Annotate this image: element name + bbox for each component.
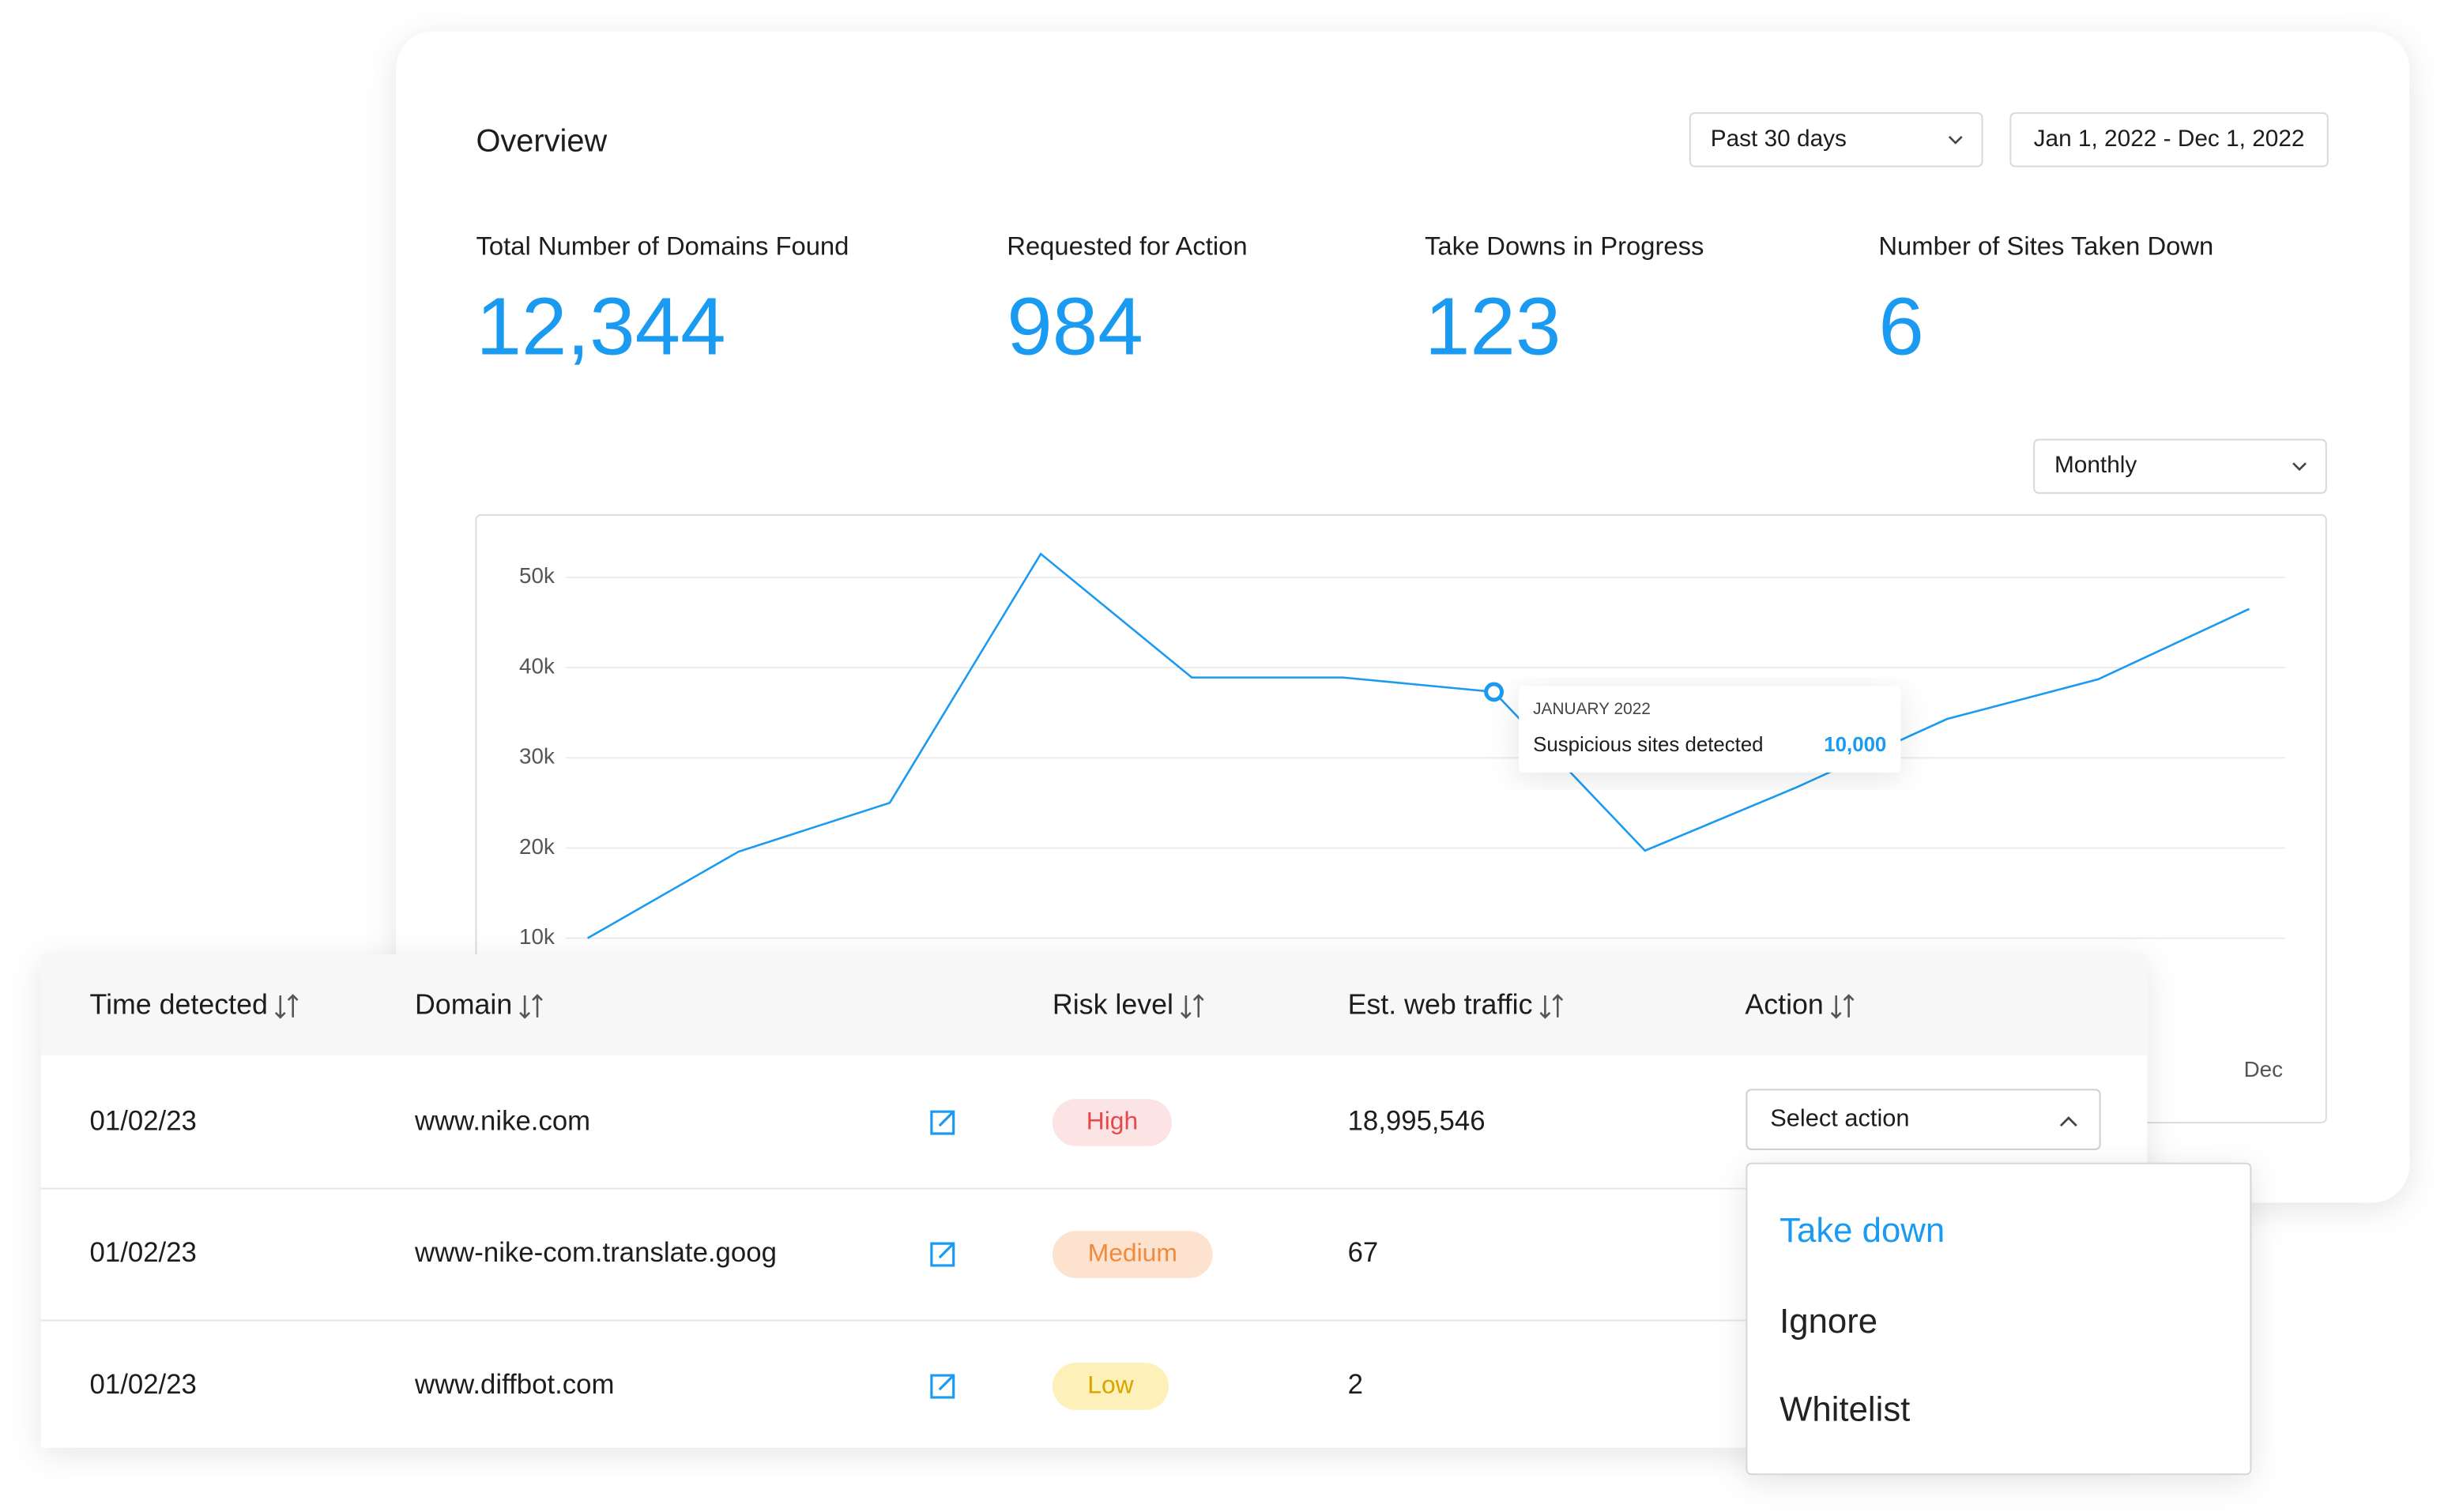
risk-label: Low bbox=[1087, 1370, 1134, 1398]
risk-badge bbox=[1052, 1231, 1213, 1278]
tooltip bbox=[1519, 686, 1901, 773]
column-header[interactable]: Action bbox=[1745, 988, 1823, 1020]
sort-icon[interactable] bbox=[274, 994, 299, 1019]
date-range[interactable]: Jan 1, 2022 - Dec 1, 2022 bbox=[2009, 112, 2329, 167]
stat-value: 6 bbox=[1878, 280, 1923, 372]
y-tick-label: 10k bbox=[519, 924, 555, 949]
domain-cell: www-nike-com.translate.goog bbox=[414, 1238, 777, 1268]
overview-title: Overview bbox=[476, 123, 607, 158]
traffic-cell: 18,995,546 bbox=[1348, 1106, 1486, 1136]
action-select-text: Select action bbox=[1770, 1104, 1909, 1131]
y-tick-label: 30k bbox=[519, 744, 555, 769]
x-tick-label: Dec bbox=[2244, 1057, 2284, 1081]
action-option[interactable]: Whitelist bbox=[1779, 1390, 1910, 1428]
hover-point bbox=[1484, 682, 1505, 702]
risk-badge bbox=[1052, 1363, 1169, 1410]
action-select[interactable] bbox=[1746, 1089, 2101, 1150]
interval-select-text: Monthly bbox=[2054, 452, 2137, 478]
y-tick-label: 50k bbox=[519, 563, 555, 588]
domain-cell: www.diffbot.com bbox=[414, 1370, 614, 1400]
table-header bbox=[40, 954, 2148, 1055]
period-select-text: Past 30 days bbox=[1711, 126, 1847, 152]
time-cell: 01/02/23 bbox=[90, 1370, 197, 1400]
traffic-cell: 67 bbox=[1348, 1238, 1379, 1268]
column-header[interactable]: Domain bbox=[415, 988, 512, 1020]
domain-cell: www.nike.com bbox=[414, 1106, 590, 1136]
tooltip-label: Suspicious sites detected bbox=[1533, 734, 1763, 756]
traffic-cell: 2 bbox=[1348, 1370, 1363, 1400]
external-link-icon[interactable] bbox=[930, 1110, 955, 1135]
chevron-up bbox=[2059, 1116, 2077, 1127]
interval-select[interactable]: Monthly bbox=[2033, 438, 2327, 495]
stat-value: 123 bbox=[1425, 280, 1561, 372]
risk-label: Medium bbox=[1088, 1238, 1177, 1266]
stat-value: 12,344 bbox=[476, 280, 725, 372]
stat-label: Requested for Action bbox=[1007, 231, 1247, 261]
sort-icon[interactable] bbox=[1180, 994, 1204, 1019]
sort-icon[interactable] bbox=[1830, 994, 1855, 1019]
sort-icon[interactable] bbox=[519, 994, 543, 1019]
stat-value: 984 bbox=[1007, 280, 1143, 372]
sort-icon[interactable] bbox=[1539, 994, 1564, 1019]
action-menu bbox=[1746, 1162, 2252, 1476]
y-tick-label: 40k bbox=[519, 653, 555, 678]
date-range-text: Jan 1, 2022 - Dec 1, 2022 bbox=[2034, 126, 2305, 152]
y-tick-label: 20k bbox=[519, 834, 555, 859]
stat-label: Number of Sites Taken Down bbox=[1878, 231, 2213, 261]
tooltip-value: 10,000 bbox=[1824, 734, 1886, 756]
tooltip-title: JANUARY 2022 bbox=[1533, 700, 1651, 718]
column-header[interactable]: Est. web traffic bbox=[1348, 988, 1533, 1020]
column-header[interactable]: Time detected bbox=[90, 988, 268, 1020]
column-header[interactable]: Risk level bbox=[1053, 988, 1173, 1020]
stat-label: Take Downs in Progress bbox=[1425, 231, 1704, 261]
time-cell: 01/02/23 bbox=[90, 1238, 197, 1268]
line bbox=[586, 552, 2250, 939]
action-option[interactable]: Take down bbox=[1779, 1211, 1945, 1250]
risk-label: High bbox=[1087, 1106, 1138, 1134]
time-cell: 01/02/23 bbox=[90, 1106, 197, 1136]
external-link-icon[interactable] bbox=[930, 1242, 955, 1267]
risk-badge bbox=[1052, 1099, 1172, 1146]
period-select[interactable]: Past 30 days bbox=[1689, 112, 1983, 167]
stat-label: Total Number of Domains Found bbox=[476, 231, 849, 261]
action-option[interactable]: Ignore bbox=[1779, 1302, 1877, 1341]
external-link-icon[interactable] bbox=[930, 1374, 955, 1399]
